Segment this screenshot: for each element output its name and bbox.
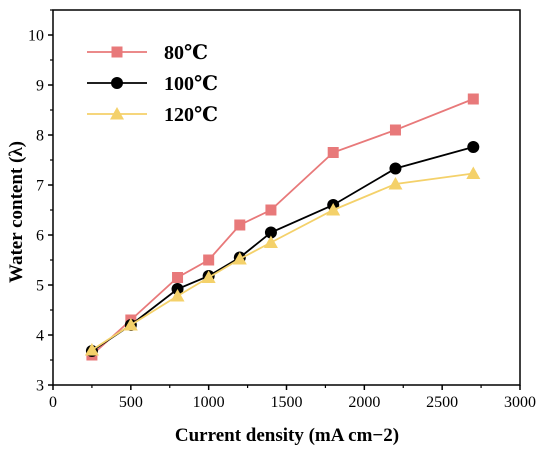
x-tick-label: 1500 bbox=[271, 394, 303, 411]
series-0-point bbox=[467, 93, 479, 105]
plot-frame bbox=[52, 9, 521, 386]
series-0-point bbox=[389, 124, 401, 136]
series-2-point bbox=[201, 270, 216, 283]
legend-2-label: 120℃ bbox=[164, 104, 218, 126]
series-2-point bbox=[170, 289, 185, 302]
legend: 80℃ 100℃ 120℃ bbox=[87, 42, 218, 126]
series-2-point bbox=[466, 166, 481, 179]
y-tick-label: 4 bbox=[36, 328, 44, 345]
series-0-point bbox=[234, 219, 246, 231]
y-axis-label: Water content (λ) bbox=[6, 141, 27, 283]
y-tick-label: 3 bbox=[36, 378, 44, 395]
x-tick-label: 2500 bbox=[426, 394, 458, 411]
series-0-point bbox=[265, 204, 277, 216]
x-tick-label: 500 bbox=[119, 394, 143, 411]
y-tick-label: 10 bbox=[28, 28, 44, 45]
x-tick-label: 3000 bbox=[504, 394, 536, 411]
chart-marks bbox=[84, 93, 481, 361]
legend-1-marker bbox=[111, 77, 123, 89]
series-1-point bbox=[264, 226, 277, 239]
series-2-point bbox=[84, 343, 99, 356]
x-tick-label: 1000 bbox=[193, 394, 225, 411]
series-0-point bbox=[327, 147, 339, 158]
series-2-point bbox=[326, 203, 341, 216]
chart-axes: 0 500 1000 1500 2000 2500 3000 3 4 5 6 7 8 9 10 bbox=[28, 9, 536, 411]
series-0-point bbox=[172, 272, 184, 283]
y-tick-label: 8 bbox=[36, 128, 44, 145]
x-tick-label: 0 bbox=[49, 394, 57, 411]
series-2-point bbox=[388, 177, 403, 190]
series-2-point bbox=[263, 235, 278, 248]
series-0-point bbox=[203, 254, 215, 266]
series-2-point bbox=[232, 252, 247, 265]
x-tick-label: 2000 bbox=[348, 394, 380, 411]
y-tick-label: 5 bbox=[36, 278, 44, 295]
x-axis-label: Current density (mA cm−2) bbox=[175, 425, 399, 446]
series-2-point bbox=[123, 318, 138, 331]
legend-2-marker bbox=[110, 107, 124, 120]
series-1-point bbox=[467, 141, 480, 153]
series-1-line bbox=[91, 146, 474, 352]
legend-0-marker bbox=[111, 46, 123, 58]
legend-0-label: 80℃ bbox=[164, 42, 208, 64]
y-tick-label: 9 bbox=[36, 78, 44, 95]
y-tick-label: 7 bbox=[36, 178, 44, 195]
legend-1-label: 100℃ bbox=[164, 73, 218, 95]
series-1-point bbox=[389, 162, 402, 175]
y-tick-label: 6 bbox=[36, 228, 44, 245]
